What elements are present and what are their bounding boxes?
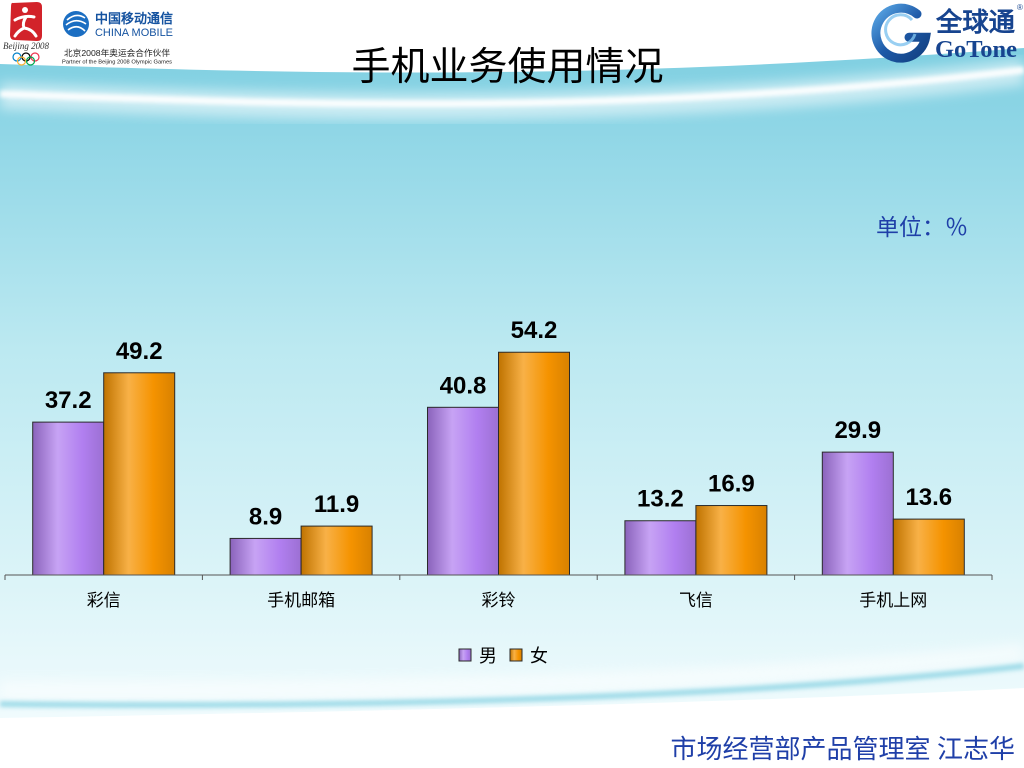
olympic-partner-en: Partner of the Beijing 2008 Olympic Game… (62, 60, 172, 66)
data-label-series-2: 13.6 (905, 484, 952, 511)
china-mobile-logo: 中国移动通信 CHINA MOBILE 北京2008年奥运会合作伙伴 Partn… (62, 11, 173, 66)
bar-series-2 (498, 351, 570, 576)
top-swoosh (0, 66, 1024, 108)
bars-layer (32, 351, 965, 576)
data-label-series-2: 54.2 (511, 317, 558, 344)
bar-series-1 (32, 421, 105, 576)
bar-series-2 (300, 525, 373, 576)
legend-label-series-2: 女 (530, 646, 548, 666)
data-label-series-1: 29.9 (834, 417, 881, 444)
footer-author: 市场经营部产品管理室 江志华 (670, 735, 1015, 764)
slide-title: 手机业务使用情况 (351, 46, 664, 89)
gotone-name-cn: 全球通 (935, 7, 1015, 37)
legend: 男女 (458, 646, 548, 666)
emblem-figure-body (13, 14, 38, 38)
unit-label: 单位：％ (876, 215, 968, 240)
bar-series-1 (229, 537, 302, 576)
bar-series-1 (821, 451, 894, 576)
data-label-series-1: 40.8 (440, 372, 487, 399)
legend-swatch-series-2 (509, 648, 523, 662)
legend-swatch-series-1 (458, 648, 472, 662)
data-label-series-2: 11.9 (314, 491, 359, 518)
legend-label-series-1: 男 (479, 646, 497, 666)
bottom-swoosh-glow (0, 643, 1024, 700)
registered-mark: ® (1017, 3, 1023, 12)
china-mobile-name-en: CHINA MOBILE (95, 27, 173, 39)
gotone-logo: 全球通 GoTone ® (871, 3, 1023, 63)
olympic-rings-icon (12, 52, 40, 66)
data-label-series-1: 13.2 (637, 486, 684, 513)
category-label: 彩信 (87, 591, 121, 610)
emblem-text: Beijing 2008 (3, 41, 49, 51)
gotone-logo-icon (871, 3, 931, 63)
bottom-swoosh (0, 663, 1024, 708)
beijing-2008-emblem-icon: Beijing 2008 (3, 2, 49, 66)
category-label: 手机邮箱 (267, 591, 335, 610)
category-labels: 彩信 手机邮箱 彩铃 飞信 手机上网 (87, 591, 928, 610)
china-mobile-name-cn: 中国移动通信 (95, 11, 173, 26)
data-label-series-1: 8.9 (249, 503, 282, 530)
bar-series-2 (695, 505, 768, 576)
data-label-series-2: 49.2 (116, 338, 163, 365)
olympic-partner-cn: 北京2008年奥运会合作伙伴 (64, 48, 170, 58)
data-labels: 37.2 49.2 8.9 11.9 40.8 54.2 13.2 16.9 29.9 13.6 (45, 317, 952, 530)
bar-series-1 (427, 406, 499, 576)
bar-series-2 (892, 518, 965, 576)
x-axis-ticks (4, 575, 993, 580)
bar-series-2 (103, 372, 176, 576)
data-label-series-2: 16.9 (708, 471, 755, 498)
emblem-figure-head (22, 7, 28, 13)
gotone-name-en: GoTone (935, 37, 1017, 63)
category-label: 手机上网 (859, 591, 927, 610)
category-label: 彩铃 (482, 591, 516, 610)
china-mobile-logo-icon (63, 11, 89, 37)
category-label: 飞信 (679, 591, 713, 610)
data-label-series-1: 37.2 (45, 387, 92, 414)
bar-series-1 (624, 520, 697, 576)
